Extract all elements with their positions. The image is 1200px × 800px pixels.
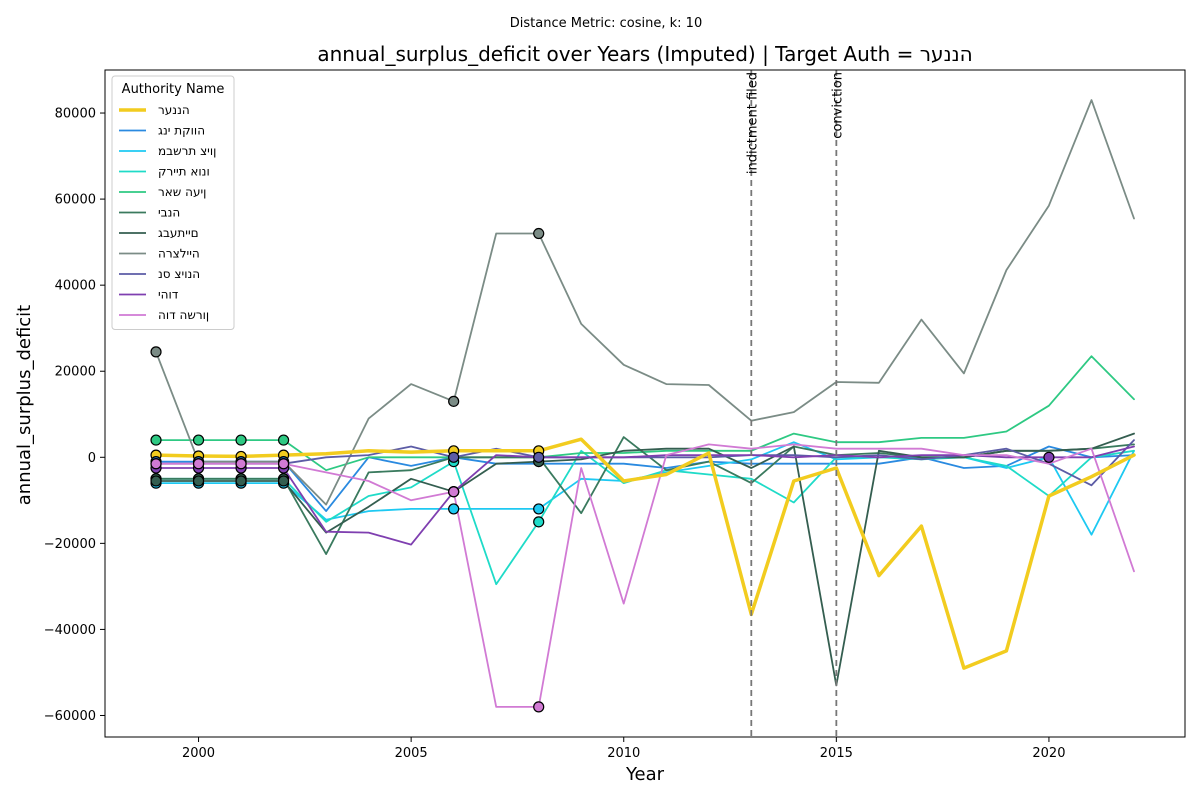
x-tick-label: 2020 xyxy=(1032,746,1065,761)
legend-label: ןויצ תרשבמ xyxy=(158,144,216,158)
x-axis-label: Year xyxy=(625,764,665,785)
imputed-point xyxy=(448,395,460,407)
imputed-point xyxy=(1043,451,1055,463)
imputed-point xyxy=(448,451,460,463)
legend-label: םייתעבג xyxy=(158,226,199,240)
imputed-point xyxy=(448,486,460,498)
legend-label: הננער xyxy=(158,103,190,117)
legend-label: הנבי xyxy=(158,206,180,220)
series-line xyxy=(155,443,1135,708)
imputed-point xyxy=(150,475,162,487)
imputed-point xyxy=(533,516,545,528)
imputed-point xyxy=(192,434,205,446)
chart-title: annual_surplus_deficit over Years (Imput… xyxy=(317,42,972,66)
imputed-point xyxy=(150,346,162,358)
imputed-point xyxy=(448,503,460,515)
y-tick-label: 20000 xyxy=(55,365,96,380)
imputed-point xyxy=(533,451,545,463)
y-tick-label: −60000 xyxy=(44,709,96,724)
imputed-point xyxy=(277,458,290,470)
legend-title: Authority Name xyxy=(122,82,225,97)
series-lines xyxy=(154,99,1136,708)
imputed-point xyxy=(192,475,205,487)
y-tick-label: 0 xyxy=(88,451,96,466)
legend-box xyxy=(111,75,235,330)
imputed-point xyxy=(277,434,290,446)
y-tick-label: −40000 xyxy=(44,623,96,638)
legend-label: ןיעה שאר xyxy=(158,185,206,199)
imputed-point xyxy=(235,434,247,446)
imputed-markers xyxy=(150,227,1055,713)
legend-label: הנויצ סנ xyxy=(158,267,200,281)
y-tick-label: −20000 xyxy=(44,537,96,552)
event-line-label: indictment filed xyxy=(745,72,760,174)
imputed-point xyxy=(150,458,162,470)
plot-area xyxy=(105,70,1185,737)
y-axis-label: annual_surplus_deficit xyxy=(14,305,35,505)
imputed-point xyxy=(192,458,205,470)
legend-label: היילצרה xyxy=(158,247,200,261)
imputed-point xyxy=(533,227,545,240)
series-line xyxy=(155,355,1135,472)
axes: 2000 2005 2010 2015 2020 −60000 −40000 −20000 0 2… xyxy=(44,69,1186,761)
axes-frame xyxy=(104,69,1186,738)
x-tick-label: 2015 xyxy=(820,746,853,761)
imputed-point xyxy=(235,458,247,470)
series-line xyxy=(155,99,1135,506)
legend-label: ןורשה דוה xyxy=(158,308,209,322)
legend-label: ונוא תיירק xyxy=(158,165,210,179)
imputed-point xyxy=(533,503,545,515)
x-tick-label: 2000 xyxy=(182,746,215,761)
series-line xyxy=(155,439,1135,487)
imputed-point xyxy=(150,434,162,446)
y-tick-label: 60000 xyxy=(55,193,96,208)
series-line xyxy=(155,445,1135,513)
plot-background xyxy=(105,70,1185,737)
chart-suptitle: Distance Metric: cosine, k: 10 xyxy=(510,16,702,31)
legend-label: דוהי xyxy=(158,288,179,302)
x-tick-label: 2010 xyxy=(607,746,640,761)
event-line-label: conviction xyxy=(830,72,845,139)
imputed-point xyxy=(235,475,247,487)
series-line xyxy=(154,437,1136,670)
x-tick-label: 2005 xyxy=(395,746,428,761)
y-tick-label: 80000 xyxy=(55,107,96,122)
imputed-point xyxy=(533,701,545,713)
event-lines: indictment filed conviction xyxy=(745,70,845,737)
legend-label: הווקת ינג xyxy=(158,124,205,138)
legend: Authority Name הננער הווקת ינג ןויצ תרשבמ ונ… xyxy=(111,75,235,330)
imputed-point xyxy=(277,475,290,487)
y-tick-label: 40000 xyxy=(55,279,96,294)
